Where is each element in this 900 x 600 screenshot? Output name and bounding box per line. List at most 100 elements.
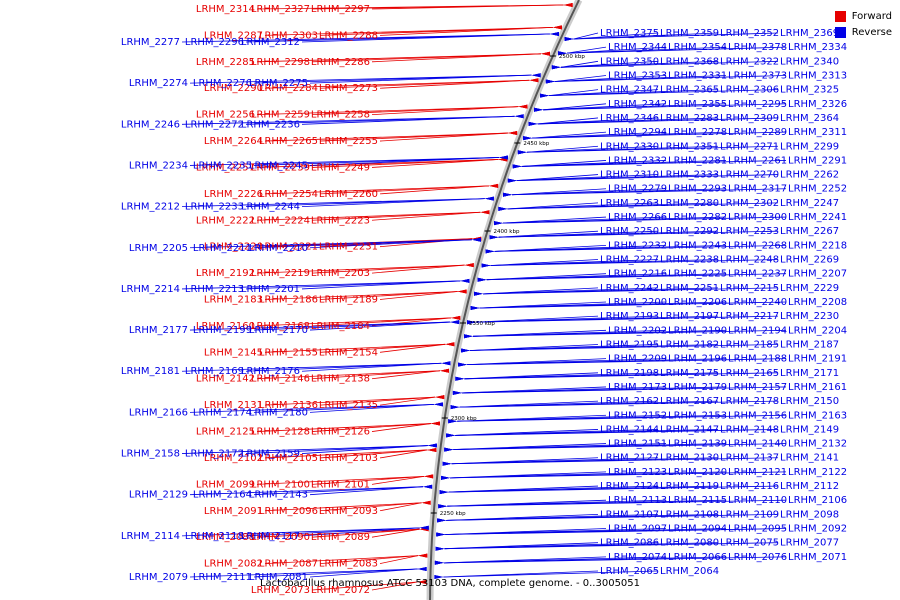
reverse-gene-arrow	[450, 405, 460, 410]
reverse-gene-arrow	[474, 291, 483, 296]
reverse-gene-connector	[445, 528, 787, 535]
reverse-gene-label: LRHM_2137	[720, 453, 779, 464]
reverse-gene-label: LRHM_2262	[780, 170, 839, 181]
reverse-gene-arrow	[471, 237, 481, 242]
reverse-gene-connector	[498, 230, 779, 238]
forward-gene-arrow	[430, 421, 440, 426]
reverse-gene-label: LRHM_2326	[788, 99, 847, 110]
reverse-gene-connector	[537, 117, 599, 125]
reverse-gene-connector	[181, 33, 550, 43]
forward-gene-label: LRHM_2298	[251, 57, 310, 68]
forward-gene-connector	[311, 475, 425, 485]
reverse-gene-label: LRHM_2300	[728, 212, 787, 223]
forward-gene-label: LRHM_2126	[311, 427, 370, 438]
reverse-gene-label: LRHM_2330	[600, 141, 659, 152]
reverse-gene-label: LRHM_2241	[788, 212, 847, 223]
reverse-gene-label: LRHM_2174	[193, 407, 252, 418]
forward-gene-label: LRHM_2136	[259, 400, 318, 411]
forward-gene-label: LRHM_2138	[311, 374, 370, 385]
reverse-gene-label: LRHM_2211	[193, 243, 252, 254]
forward-gene-connector	[379, 79, 530, 89]
reverse-gene-arrow	[442, 461, 452, 466]
forward-gene-label: LRHM_2297	[311, 4, 370, 15]
forward-gene-connector	[379, 555, 419, 564]
reverse-gene-arrow	[417, 567, 427, 571]
reverse-gene-connector	[567, 46, 787, 54]
reverse-gene-arrow	[446, 433, 456, 438]
reverse-gene-label: LRHM_2071	[788, 552, 847, 563]
reverse-gene-label: LRHM_2278	[668, 127, 727, 138]
forward-gene-label: LRHM_2314	[196, 4, 255, 15]
reverse-gene-label: LRHM_2369	[780, 28, 839, 39]
reverse-gene-arrow	[534, 107, 544, 112]
forward-gene-connector	[379, 132, 509, 142]
reverse-gene-label: LRHM_2150	[780, 396, 839, 407]
reverse-gene-connector	[476, 315, 779, 323]
reverse-gene-label: LRHM_2197	[660, 311, 719, 322]
reverse-gene-arrow	[436, 532, 446, 537]
forward-gene-label: LRHM_2083	[319, 559, 378, 570]
forward-gene-arrow	[540, 51, 550, 56]
forward-gene-connector	[264, 291, 458, 300]
reverse-gene-label: LRHM_2233	[185, 202, 244, 213]
reverse-gene-connector	[516, 174, 599, 181]
reverse-gene-label: LRHM_2317	[728, 184, 787, 195]
forward-gene-connector	[256, 475, 425, 485]
reverse-gene-label: LRHM_2242	[600, 283, 659, 294]
reverse-gene-label: LRHM_2196	[668, 354, 727, 365]
reverse-gene-label: LRHM_2292	[660, 226, 719, 237]
reverse-gene-connector	[486, 273, 787, 281]
reverse-gene-arrow	[564, 37, 574, 41]
reverse-gene-label: LRHM_2218	[788, 240, 847, 251]
reverse-gene-label: LRHM_2115	[668, 495, 727, 506]
reverse-gene-label: LRHM_2098	[780, 509, 839, 520]
reverse-gene-arrow	[434, 560, 444, 565]
reverse-gene-label: LRHM_2275	[249, 78, 308, 89]
reverse-gene-connector	[301, 527, 420, 537]
reverse-gene-label: LRHM_2280	[660, 198, 719, 209]
reverse-gene-label: LRHM_2268	[728, 240, 787, 251]
reverse-gene-connector	[512, 188, 787, 196]
forward-gene-arrow	[427, 448, 437, 452]
reverse-gene-connector	[573, 32, 599, 40]
forward-gene-connector	[264, 449, 428, 459]
forward-gene-label: LRHM_2087	[259, 559, 318, 570]
reverse-gene-connector	[451, 457, 779, 465]
forward-gene-label: LRHM_2219	[251, 268, 310, 279]
reverse-gene-label: LRHM_2178	[720, 396, 779, 407]
reverse-gene-label: LRHM_2246	[121, 119, 180, 130]
reverse-gene-label: LRHM_2172	[185, 449, 244, 460]
scale-tick-label: 2300 kbp	[451, 416, 477, 422]
forward-gene-label: LRHM_2128	[251, 427, 310, 438]
forward-gene-label: LRHM_2256	[196, 110, 255, 121]
reverse-gene-label: LRHM_2199	[193, 325, 252, 336]
reverse-gene-connector	[494, 244, 787, 252]
reverse-gene-label: LRHM_2161	[788, 382, 847, 393]
reverse-gene-label: LRHM_2293	[668, 184, 727, 195]
forward-gene-label: LRHM_2239	[251, 162, 310, 173]
reverse-gene-label: LRHM_2180	[249, 407, 308, 418]
forward-gene-connector	[379, 396, 436, 406]
reverse-gene-label: LRHM_2215	[720, 283, 779, 294]
reverse-gene-arrow	[470, 306, 480, 310]
reverse-gene-label: LRHM_2235	[193, 160, 252, 171]
reverse-gene-label: LRHM_2077	[780, 538, 839, 549]
forward-gene-connector	[256, 264, 465, 274]
genome-backbone	[429, 0, 580, 600]
reverse-gene-label: LRHM_2081	[249, 572, 308, 583]
reverse-gene-label: LRHM_2331	[668, 70, 727, 81]
reverse-gene-label: LRHM_2076	[728, 552, 787, 563]
forward-gene-label: LRHM_2264	[204, 136, 263, 147]
reverse-gene-connector	[521, 160, 607, 167]
reverse-gene-connector	[449, 471, 787, 479]
reverse-gene-label: LRHM_2270	[720, 170, 779, 181]
forward-gene-label: LRHM_2285	[196, 57, 255, 68]
reverse-gene-connector	[189, 74, 532, 84]
reverse-gene-arrow	[464, 334, 473, 339]
reverse-gene-label: LRHM_2351	[660, 141, 719, 152]
forward-gene-label: LRHM_2102	[204, 453, 263, 464]
reverse-gene-connector	[301, 198, 485, 208]
forward-gene-connector	[264, 396, 436, 406]
reverse-gene-label: LRHM_2193	[600, 311, 659, 322]
reverse-gene-label: LRHM_2237	[728, 269, 787, 280]
